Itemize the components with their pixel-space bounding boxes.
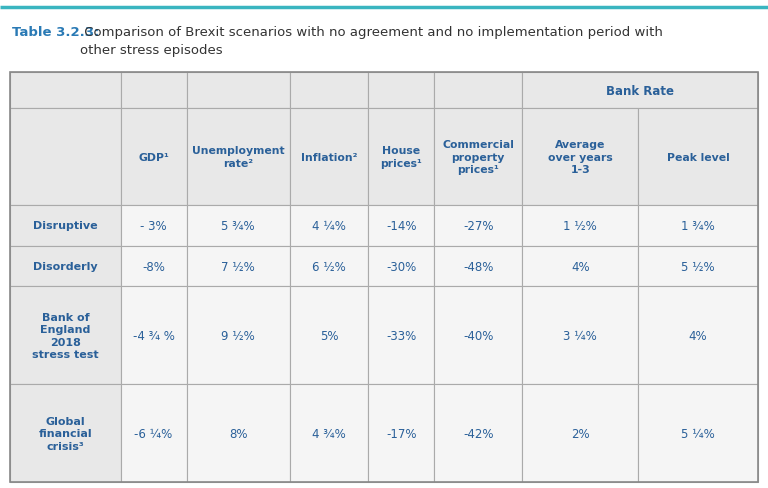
Text: 3 ¼%: 3 ¼% xyxy=(564,329,598,342)
Text: Average
over years
1-3: Average over years 1-3 xyxy=(548,140,613,175)
Text: Inflation²: Inflation² xyxy=(301,152,357,163)
Text: -30%: -30% xyxy=(386,260,416,273)
Text: 5 ½%: 5 ½% xyxy=(681,260,715,273)
Text: 1 ½%: 1 ½% xyxy=(564,220,598,232)
Text: GDP¹: GDP¹ xyxy=(138,152,169,163)
Bar xyxy=(522,385,638,482)
Bar xyxy=(121,73,187,109)
Text: 5%: 5% xyxy=(319,329,338,342)
Bar xyxy=(290,246,369,287)
Text: Bank Rate: Bank Rate xyxy=(606,84,674,98)
Bar xyxy=(434,246,522,287)
Text: Commercial
property
prices¹: Commercial property prices¹ xyxy=(442,140,515,175)
Bar xyxy=(10,246,121,287)
Text: -8%: -8% xyxy=(142,260,165,273)
Bar xyxy=(638,287,758,385)
Text: -48%: -48% xyxy=(463,260,493,273)
Bar xyxy=(187,73,290,109)
Text: Table 3.2.3:: Table 3.2.3: xyxy=(12,26,99,39)
Bar xyxy=(434,109,522,205)
Text: 9 ½%: 9 ½% xyxy=(221,329,255,342)
Text: Bank of
England
2018
stress test: Bank of England 2018 stress test xyxy=(32,312,98,359)
Text: 7 ½%: 7 ½% xyxy=(221,260,255,273)
Bar xyxy=(187,246,290,287)
Text: -40%: -40% xyxy=(463,329,493,342)
Bar xyxy=(522,246,638,287)
Bar xyxy=(290,385,369,482)
Bar xyxy=(522,287,638,385)
Text: 4 ¼%: 4 ¼% xyxy=(312,220,346,232)
Bar xyxy=(10,73,121,109)
Bar xyxy=(10,287,121,385)
Bar xyxy=(369,246,434,287)
Bar xyxy=(187,205,290,246)
Text: 4%: 4% xyxy=(571,260,590,273)
Text: -33%: -33% xyxy=(386,329,416,342)
Bar xyxy=(10,109,121,205)
Text: House
prices¹: House prices¹ xyxy=(380,146,422,168)
Text: Unemployment
rate²: Unemployment rate² xyxy=(192,146,284,168)
Bar xyxy=(522,73,758,109)
Text: Peak level: Peak level xyxy=(667,152,730,163)
Bar xyxy=(10,385,121,482)
Bar xyxy=(187,385,290,482)
Text: -42%: -42% xyxy=(463,427,494,440)
Bar xyxy=(290,73,369,109)
Text: 1 ¾%: 1 ¾% xyxy=(681,220,715,232)
Bar xyxy=(522,109,638,205)
Bar xyxy=(121,287,187,385)
Text: -6 ¼%: -6 ¼% xyxy=(134,427,173,440)
Bar xyxy=(290,287,369,385)
Bar xyxy=(369,205,434,246)
Bar xyxy=(369,385,434,482)
Bar xyxy=(434,73,522,109)
Text: 8%: 8% xyxy=(229,427,247,440)
Text: 4%: 4% xyxy=(689,329,707,342)
Text: Disorderly: Disorderly xyxy=(33,262,98,271)
Bar xyxy=(522,205,638,246)
Bar xyxy=(290,205,369,246)
Bar xyxy=(290,109,369,205)
Bar xyxy=(638,205,758,246)
Bar xyxy=(187,287,290,385)
Bar xyxy=(10,73,758,482)
Bar xyxy=(121,385,187,482)
Text: Global
financial
crisis³: Global financial crisis³ xyxy=(38,416,92,450)
Text: 5 ¼%: 5 ¼% xyxy=(681,427,715,440)
Text: - 3%: - 3% xyxy=(141,220,167,232)
Text: 6 ½%: 6 ½% xyxy=(312,260,346,273)
Text: -14%: -14% xyxy=(386,220,416,232)
Bar xyxy=(434,385,522,482)
Text: 5 ¾%: 5 ¾% xyxy=(221,220,255,232)
Bar xyxy=(638,385,758,482)
Bar xyxy=(369,109,434,205)
Bar xyxy=(187,109,290,205)
Bar xyxy=(121,246,187,287)
Bar xyxy=(121,205,187,246)
Text: -27%: -27% xyxy=(463,220,494,232)
Bar xyxy=(10,205,121,246)
Text: -17%: -17% xyxy=(386,427,416,440)
Bar xyxy=(434,287,522,385)
Bar xyxy=(369,73,434,109)
Bar xyxy=(369,287,434,385)
Text: 2%: 2% xyxy=(571,427,590,440)
Bar xyxy=(638,109,758,205)
Text: Comparison of Brexit scenarios with no agreement and no implementation period wi: Comparison of Brexit scenarios with no a… xyxy=(80,26,663,57)
Bar xyxy=(121,109,187,205)
Text: Disruptive: Disruptive xyxy=(33,221,98,231)
Bar xyxy=(638,246,758,287)
Text: -4 ¾ %: -4 ¾ % xyxy=(133,329,174,342)
Text: 4 ¾%: 4 ¾% xyxy=(312,427,346,440)
Bar xyxy=(434,205,522,246)
